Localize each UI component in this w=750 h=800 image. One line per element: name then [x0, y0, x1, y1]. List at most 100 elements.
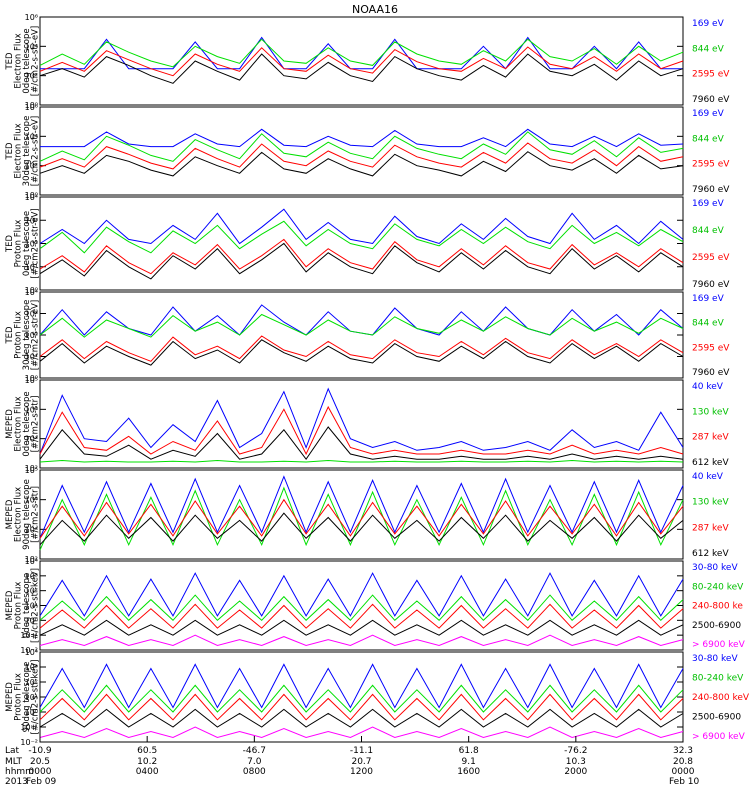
legend-entry: 2500-6900	[692, 713, 741, 723]
legend-entry: 7960 eV	[692, 368, 730, 378]
series-line-7960-ev	[39, 242, 684, 280]
panel-frame	[39, 560, 684, 651]
y-tick-label: 10⁴	[25, 405, 38, 414]
x-tick-label: 20.5	[30, 757, 50, 767]
series-line-169-ev	[39, 304, 684, 336]
x-row-label: hhmm	[5, 767, 34, 777]
x-tick-label: 20.8	[673, 757, 693, 767]
y-tick-label: 10⁵	[25, 376, 38, 385]
y-tick-label: 10⁶	[25, 13, 38, 22]
x-row-label: MLT	[5, 757, 23, 767]
legend-entry: 2595 eV	[692, 343, 730, 353]
series-line-130-kev	[39, 459, 684, 463]
y-tick-label: 10²	[25, 331, 38, 340]
series-line-287-kev	[39, 405, 684, 456]
y-tick-label: 10⁵	[25, 466, 38, 475]
y-tick-label: 10²	[25, 464, 38, 473]
series-line-844-ev	[39, 38, 684, 68]
legend-entry: 2595 eV	[692, 70, 730, 80]
y-tick-label: 10³	[25, 525, 38, 534]
y-tick-label: 10³	[25, 663, 38, 672]
legend-entry: 2500-6900	[692, 621, 741, 631]
x-tick-label: -11.1	[350, 746, 373, 756]
panel-2: 10⁰ 10² 10⁴ 10⁶ TEDElectron Flux30deg telesc…	[5, 103, 730, 200]
series-line-2500-6900	[39, 619, 684, 636]
chart-title: NOAA16	[352, 3, 398, 16]
legend-entry: 287 keV	[692, 523, 729, 533]
panel-3: 10⁰ 10¹ 10² 10³ 10⁴ TEDProton Flux0deg telesc…	[5, 193, 730, 295]
series-line-2595-ev	[39, 142, 684, 170]
y-tick-label: 10²	[25, 162, 38, 171]
x-tick-label: 0000	[29, 767, 52, 777]
y-tick-label: 10⁰	[25, 286, 38, 295]
y-tick-label: 10¹	[25, 693, 38, 702]
legend-entry: 80-240 keV	[692, 674, 744, 684]
series-line-7960-ev	[39, 151, 684, 177]
x-tick-label: 1600	[457, 767, 480, 777]
chart-panels: 10⁰ 10² 10⁴ 10⁶ TEDElectron Flux0deg telesco…	[5, 13, 750, 747]
legend-entry: 240-800 keV	[692, 693, 750, 703]
x-tick-label: 9.1	[462, 757, 476, 767]
series-line-240-800-kev	[39, 693, 684, 721]
legend-entry: 130 keV	[692, 498, 729, 508]
y-tick-label: 10¹	[25, 263, 38, 272]
series-line-30-80-kev	[39, 663, 684, 709]
series-line-169-ev	[40, 36, 683, 70]
y-axis-label: TEDElectron Flux30deg telescope[#/cm2-s-…	[5, 116, 41, 187]
y-tick-label: 10⁰	[25, 374, 38, 383]
y-axis-label: TEDProton Flux0deg telescope[#/cm2-s-str…	[5, 208, 41, 278]
x-tick-label: 10.3	[566, 757, 586, 767]
panel-6: 10² 10³ 10⁴ 10⁵ MEPEDElectron Flux90deg tele…	[5, 466, 729, 564]
series-line-80-240-kev	[39, 684, 684, 713]
series-line-240-800-ke	[39, 603, 684, 629]
y-tick-label: 10⁻¹	[20, 631, 38, 640]
legend-entry: 169 eV	[692, 19, 725, 29]
series-line-40-kev	[39, 387, 684, 455]
x-tick-label: -10.9	[28, 746, 52, 756]
x-tick-label: 2000	[564, 767, 587, 777]
panel-1: 10⁰ 10² 10⁴ 10⁶ TEDElectron Flux0deg telesco…	[5, 13, 730, 110]
y-axis-label: MEPEDElectron Flux90deg telescope[#/cm2-…	[5, 479, 41, 550]
legend-entry: 240-800 ke	[692, 602, 743, 612]
x-tick-label: -46.7	[243, 746, 266, 756]
y-axis-label: MEPEDProton Flux90deg telescope[#/cm2-s-…	[5, 660, 41, 735]
series-line--6900-kev	[39, 726, 684, 739]
series-line-2595-ev	[39, 335, 684, 362]
x-tick-label: 0400	[136, 767, 159, 777]
y-tick-label: 10⁰	[25, 616, 38, 625]
legend-entry: > 6900 keV	[692, 732, 746, 742]
series-line-40-kev	[39, 475, 684, 539]
series-line-7960-ev	[39, 53, 684, 84]
legend-entry: > 6900 keV	[692, 640, 746, 650]
y-tick-label: 10³	[25, 310, 38, 319]
x-tick-label: 32.3	[673, 746, 693, 756]
legend-entry: 844 eV	[692, 319, 725, 329]
y-axis-label: MEPEDElectron Flux0deg telescope[#/cm2-s…	[5, 391, 41, 456]
y-tick-label: 10⁰	[25, 191, 38, 200]
x-tick-label: 20.7	[351, 757, 371, 767]
y-axis-label: TEDElectron Flux0deg telescope[#/cm2-s-s…	[5, 26, 41, 96]
panel-frame	[39, 196, 684, 291]
y-tick-label: 10²	[25, 587, 38, 596]
legend-entry: 30-80 keV	[692, 563, 738, 573]
x-tick-label: Feb 10	[669, 777, 700, 787]
legend-entry: 80-240 keV	[692, 582, 744, 592]
y-tick-label: 10⁻¹	[20, 723, 38, 732]
y-tick-label: 10⁻²	[20, 646, 38, 655]
panel-7: 10⁻² 10⁻¹ 10⁰ 10¹ 10² 10³ 10⁴ MEPEDProton Flux0…	[5, 557, 746, 655]
series-line-80-240-kev	[39, 594, 684, 622]
series-line-2500-6900	[39, 708, 684, 728]
legend-entry: 40 keV	[692, 382, 724, 392]
y-tick-label: 10⁴	[25, 557, 38, 566]
series-line-30-80-kev	[39, 572, 684, 617]
y-tick-label: 10³	[25, 572, 38, 581]
legend-entry: 7960 eV	[692, 95, 730, 105]
y-tick-label: 10³	[25, 216, 38, 225]
legend-entry: 612 keV	[692, 549, 729, 559]
x-tick-label: 60.5	[137, 746, 157, 756]
series-line-2595-ev	[39, 238, 684, 275]
series-line-844-ev	[39, 313, 684, 338]
legend-entry: 130 keV	[692, 407, 729, 417]
y-tick-label: 10²	[25, 240, 38, 249]
